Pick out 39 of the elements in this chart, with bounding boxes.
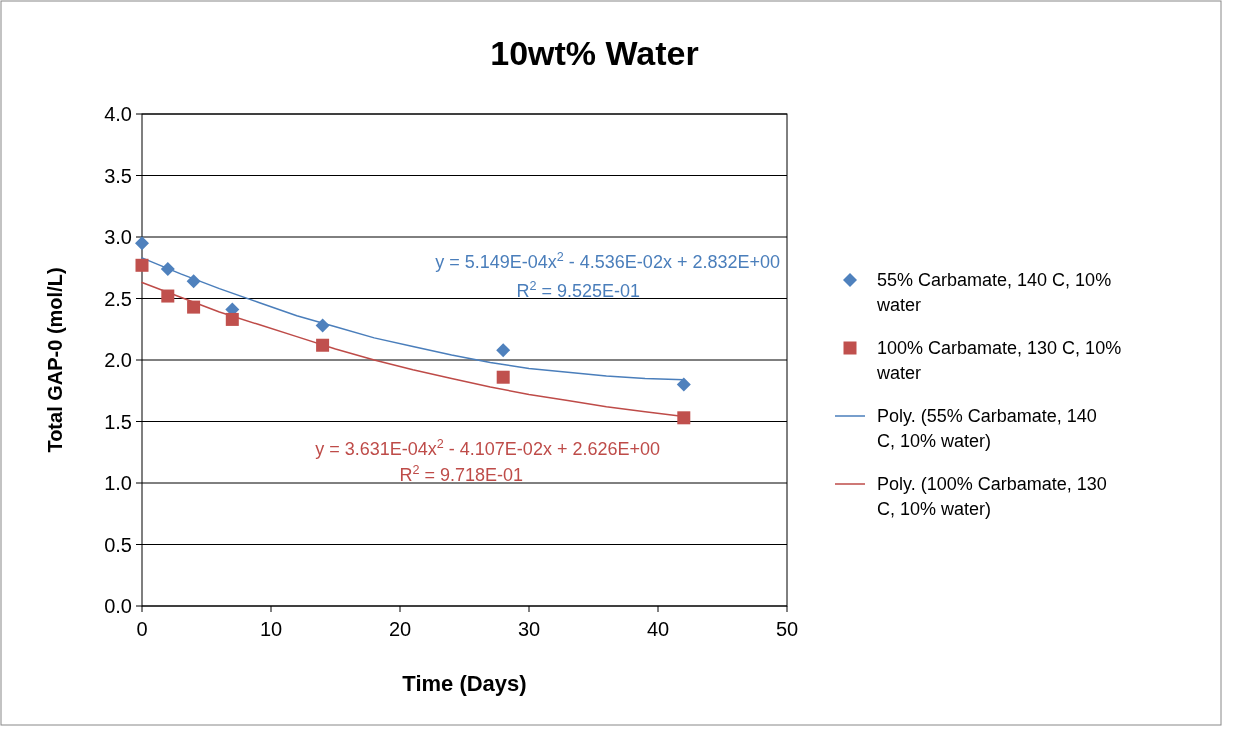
annotation: R$^{2}$ = 9.718E-01 (399, 463, 523, 485)
legend-label: 100% Carbamate, 130 C, 10% water (876, 338, 1122, 384)
point (315, 318, 330, 333)
y-tick-label: 0.0 (104, 595, 132, 617)
y-tick-label: 3.0 (104, 226, 132, 248)
x-tick-label: 50 (775, 618, 799, 640)
point (160, 261, 175, 276)
y-tick-label: 3.5 (104, 164, 132, 187)
x-tick-label: 0 (136, 618, 148, 640)
point (225, 312, 239, 326)
chart-title: 10wt% Water (490, 34, 699, 72)
annotation: R$^{2}$ = 9.525E-01 (516, 279, 640, 301)
point (135, 258, 149, 272)
point (496, 370, 510, 384)
annotation: y = 5.149E-04x$^{2}$ - 4.536E-02x + 2.832E+00 (435, 250, 780, 272)
y-tick-label: 0.5 (104, 533, 132, 556)
y-tick-label: 1.5 (104, 410, 132, 433)
point (186, 274, 201, 289)
point (496, 343, 511, 358)
point (677, 411, 691, 425)
y-tick-label: 1.0 (104, 472, 132, 494)
legend-label: Poly. (100% Carbamate, 130 C, 10% water) (877, 474, 1107, 520)
x-axis-title: Time (Days) (402, 671, 527, 696)
x-tick-label: 30 (517, 618, 541, 640)
legend-label: 55% Carbamate, 140 C, 10% water (876, 270, 1112, 316)
legend-label: Poly. (55% Carbamate, 140 C, 10% water) (877, 406, 1097, 452)
point (161, 289, 175, 303)
point (135, 236, 149, 251)
y-tick-label: 2.5 (104, 287, 132, 310)
y-tick-label: 4.0 (104, 103, 132, 125)
x-tick-label: 40 (646, 618, 670, 640)
x-tick-label: 10 (259, 618, 283, 640)
y-axis-title: Total GAP-0 (mol/L) (44, 267, 66, 453)
point (316, 338, 330, 352)
point (187, 300, 201, 314)
annotation: y = 3.631E-04x$^{2}$ - 4.107E-02x + 2.626E+00 (315, 437, 660, 459)
x-tick-label: 20 (388, 618, 412, 640)
y-tick-label: 2.0 (104, 349, 132, 371)
point (676, 377, 691, 392)
